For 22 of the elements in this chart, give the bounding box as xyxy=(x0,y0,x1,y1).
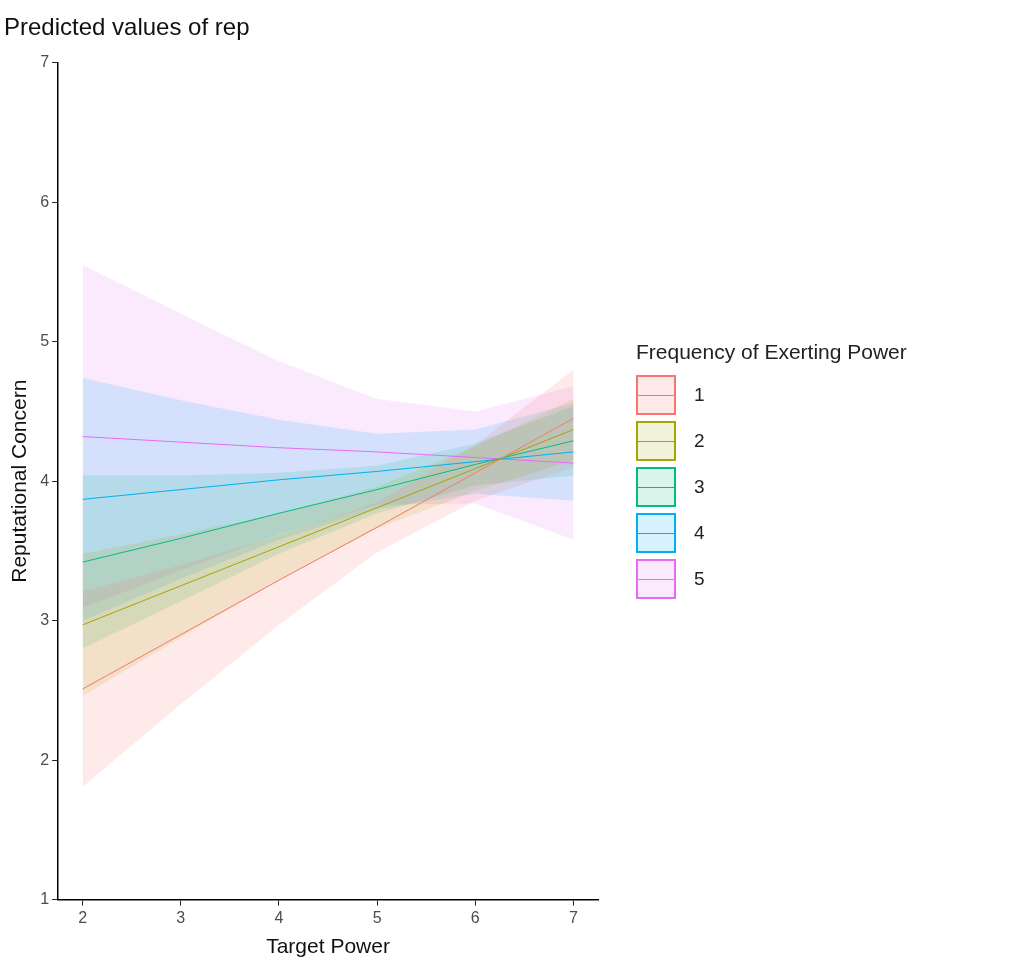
legend-label: 5 xyxy=(694,568,705,590)
legend-title: Frequency of Exerting Power xyxy=(636,340,907,364)
y-tick-label: 1 xyxy=(40,890,50,908)
y-tick-label: 7 xyxy=(40,53,50,71)
y-axis-title: Reputational Concern xyxy=(7,379,31,583)
y-tick-label: 6 xyxy=(40,192,50,210)
y-tick-label: 3 xyxy=(40,611,50,629)
legend-label: 1 xyxy=(694,384,705,406)
y-tick-label: 4 xyxy=(40,471,50,489)
x-tick-label: 2 xyxy=(78,908,88,926)
y-tick-label: 2 xyxy=(40,750,50,768)
legend-label: 3 xyxy=(694,476,705,498)
legend-label: 4 xyxy=(694,522,705,544)
chart-title: Predicted values of rep xyxy=(4,13,250,41)
x-tick-label: 6 xyxy=(470,908,480,926)
x-tick-label: 5 xyxy=(372,908,382,926)
x-axis-title: Target Power xyxy=(266,934,390,958)
y-tick-label: 5 xyxy=(40,332,50,350)
x-tick-label: 4 xyxy=(274,908,284,926)
x-tick-label: 3 xyxy=(176,908,186,926)
x-tick-label: 7 xyxy=(569,908,579,926)
legend-label: 2 xyxy=(694,430,705,452)
